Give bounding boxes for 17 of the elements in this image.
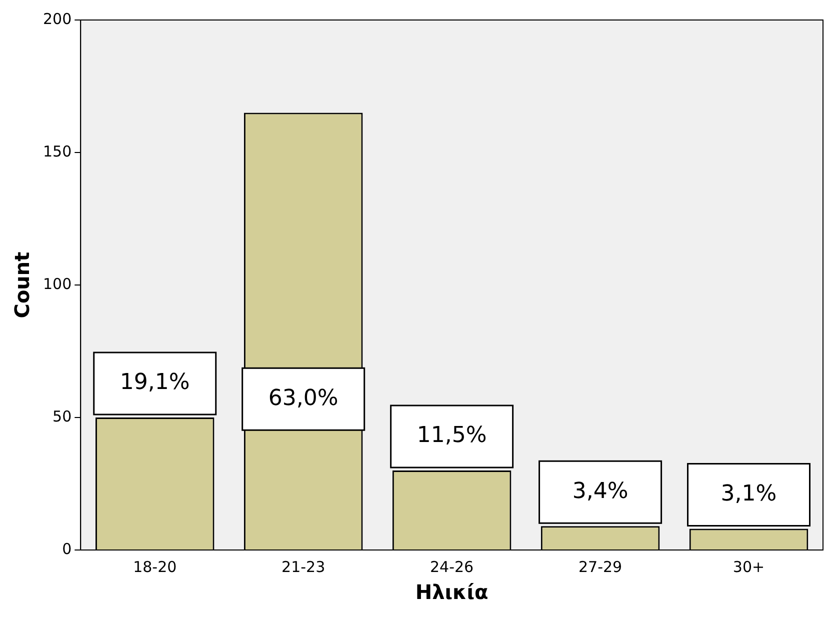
y-tick-label: 100 (42, 274, 72, 293)
y-tick-label: 200 (42, 10, 72, 28)
annotation: 11,5% (416, 423, 487, 448)
annotation: 63,0% (268, 386, 338, 411)
x-tick-label: 27-29 (578, 558, 622, 576)
y-tick-label: 150 (42, 142, 72, 160)
x-tick-label: 21-23 (282, 558, 326, 576)
y-tick-label: 0 (62, 540, 72, 558)
annotation: 3,1% (720, 482, 777, 507)
x-axis-title: Ηλικία (415, 580, 488, 604)
x-tick-label: 18-20 (133, 558, 177, 576)
y-tick-label: 50 (52, 407, 72, 426)
annotation: 3,4% (572, 478, 628, 504)
annotation: 19,1% (120, 370, 190, 396)
x-tick-label: 24-26 (430, 558, 474, 576)
x-tick-label: 30+ (732, 558, 765, 576)
y-axis-title: Count (10, 251, 34, 318)
